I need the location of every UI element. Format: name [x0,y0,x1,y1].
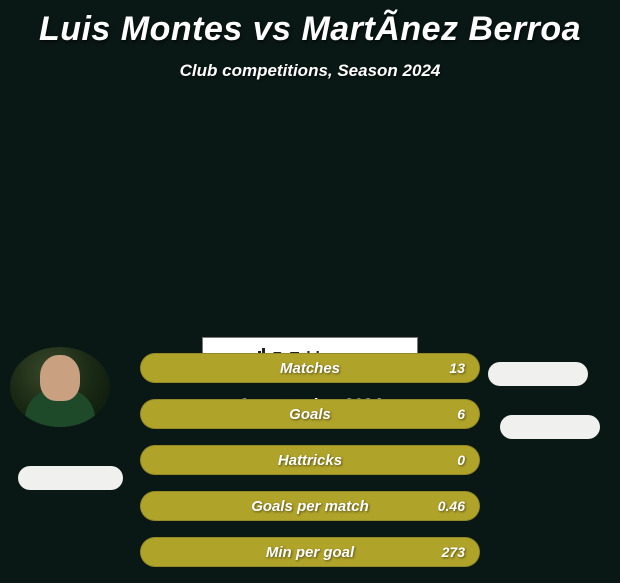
stat-label: Hattricks [141,452,479,469]
stat-label: Matches [141,360,479,377]
page-title: Luis Montes vs MartÃ­nez Berroa [0,0,620,49]
comparison-panel: Matches 13 Goals 6 Hattricks 0 Goals per… [0,337,620,415]
stat-row: Goals 6 [140,399,480,429]
stat-value: 0 [457,452,465,468]
stat-value: 13 [449,360,465,376]
stat-value: 0.46 [438,498,465,514]
stat-row: Matches 13 [140,353,480,383]
stat-row: Min per goal 273 [140,537,480,567]
player-right-avatar-pill [488,362,588,386]
stat-row: Hattricks 0 [140,445,480,475]
stat-value: 6 [457,406,465,422]
stat-label: Goals per match [141,498,479,515]
player-left-avatar [10,347,110,427]
stat-value: 273 [442,544,465,560]
stat-label: Goals [141,406,479,423]
player-left-name-pill [18,466,123,490]
stats-list: Matches 13 Goals 6 Hattricks 0 Goals per… [140,353,480,583]
player-right-name-pill [500,415,600,439]
stat-label: Min per goal [141,544,479,561]
stat-row: Goals per match 0.46 [140,491,480,521]
subtitle: Club competitions, Season 2024 [0,61,620,81]
